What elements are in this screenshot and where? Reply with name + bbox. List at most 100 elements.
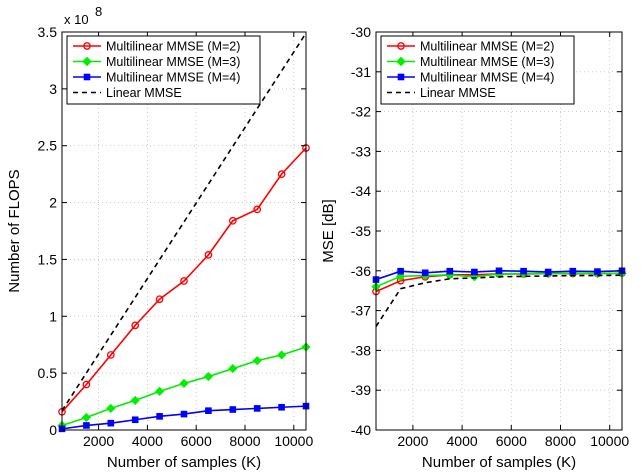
legend-label: Multilinear MMSE (M=3): [420, 55, 554, 69]
y-tick-label: -37: [351, 303, 371, 319]
mse-chart: 2000 4000 6000 8000 10000 -40 -39 -38 -37 -36 -35 -…: [320, 24, 629, 471]
legend-label: Linear MMSE: [420, 86, 496, 100]
data-point: [83, 422, 90, 429]
data-point: [277, 350, 287, 360]
data-point: [544, 268, 552, 276]
legend-label: Multilinear MMSE (M=4): [106, 71, 240, 85]
x-tick-label: 10000: [274, 433, 313, 449]
data-point: [106, 351, 115, 359]
legend-marker: [397, 42, 405, 50]
data-point: [229, 406, 237, 413]
x-tick-label: 2000: [83, 433, 114, 449]
data-point: [107, 419, 115, 427]
legend-label: Multilinear MMSE (M=2): [420, 40, 554, 54]
x-tick-label: 8000: [545, 433, 576, 449]
legend-marker: [82, 56, 92, 67]
x-tick-label: 8000: [229, 433, 260, 449]
data-point: [156, 413, 163, 420]
legend: Multilinear MMSE (M=2)Multilinear MMSE (…: [380, 35, 575, 105]
data-point: [397, 267, 404, 275]
legend-label: Linear MMSE: [106, 86, 182, 100]
y-axis-label: Number of FLOPS: [6, 169, 23, 292]
data-point: [131, 416, 139, 424]
y-tick-label: 2.5: [38, 138, 58, 154]
flops-chart: 2000 4000 6000 8000 10000 0 0.5 1 1.5 2 2.5 3 3.5 Num…: [6, 4, 313, 471]
legend-label: Multilinear MMSE (M=2): [106, 40, 240, 54]
legend-item: Multilinear MMSE (M=2): [73, 40, 240, 54]
y-tick-label: -40: [351, 422, 371, 438]
legend-marker: [397, 73, 405, 81]
data-point: [421, 269, 429, 277]
legend-label: Multilinear MMSE (M=4): [420, 71, 554, 85]
legend-item: Linear MMSE: [73, 86, 182, 100]
data-point: [594, 268, 601, 275]
data-point: [180, 410, 188, 418]
data-point: [131, 321, 140, 330]
y-tick-label: -38: [351, 342, 371, 358]
legend-marker: [396, 56, 406, 67]
x-axis-label: Number of samples (K): [107, 454, 261, 471]
x-tick-label: 2000: [397, 433, 428, 449]
y-tick-label: -31: [351, 64, 371, 80]
y-tick-label: 0: [49, 422, 57, 438]
y-exponent-label: x 10: [64, 12, 89, 27]
y-tick-label: 1.5: [38, 251, 58, 267]
data-point: [205, 407, 212, 414]
legend-box: [380, 35, 575, 105]
series-line: [61, 32, 307, 412]
x-tick-label: 4000: [447, 433, 478, 449]
x-tick-label: 6000: [181, 433, 212, 449]
legend-marker: [83, 42, 91, 50]
legend: Multilinear MMSE (M=2)Multilinear MMSE (…: [66, 35, 261, 105]
y-tick-label: 3: [49, 81, 57, 97]
data-point: [569, 267, 577, 275]
legend-item: Multilinear MMSE (M=4): [73, 71, 240, 85]
y-tick-label: -39: [351, 382, 371, 398]
data-point: [106, 403, 116, 413]
data-point: [253, 205, 262, 214]
data-point: [446, 267, 454, 275]
legend-item: Multilinear MMSE (M=3): [387, 55, 554, 69]
data-point: [155, 386, 165, 396]
data-point: [495, 267, 503, 275]
x-tick-label: 6000: [496, 433, 527, 449]
data-point: [203, 371, 213, 382]
series-linear-mmse: [375, 274, 623, 327]
data-point: [277, 170, 286, 178]
series-line: [61, 147, 307, 413]
data-point: [228, 364, 238, 374]
legend-item: Multilinear MMSE (M=2): [387, 40, 554, 54]
y-tick-label: -32: [351, 104, 371, 120]
data-point: [471, 268, 478, 276]
series-line: [375, 274, 623, 327]
y-exponent-power: 8: [95, 4, 102, 19]
y-tick-label: -30: [351, 24, 371, 40]
y-tick-label: -34: [351, 183, 371, 199]
y-tick-label: -36: [351, 263, 371, 279]
data-point: [204, 251, 213, 259]
data-point: [179, 378, 189, 388]
legend-label: Multilinear MMSE (M=3): [106, 55, 240, 69]
data-point: [82, 380, 91, 389]
data-point: [253, 405, 261, 412]
y-tick-label: 1: [49, 308, 57, 324]
x-axis-label: Number of samples (K): [422, 454, 576, 471]
legend-marker: [83, 73, 91, 81]
legend-item: Multilinear MMSE (M=4): [387, 71, 554, 85]
data-point: [228, 216, 237, 225]
x-tick-label: 10000: [590, 433, 629, 449]
y-tick-label: -33: [351, 143, 371, 159]
legend-box: [66, 35, 261, 105]
series-linear-mmse: [61, 32, 307, 412]
legend-item: Linear MMSE: [387, 86, 496, 100]
data-point: [155, 295, 164, 304]
data-point: [278, 403, 285, 411]
data-point: [520, 267, 527, 275]
data-point: [130, 395, 140, 405]
y-tick-label: 3.5: [38, 24, 58, 40]
legend-item: Multilinear MMSE (M=3): [73, 55, 240, 69]
axes-frame: [61, 31, 307, 431]
data-point: [180, 277, 188, 285]
x-tick-label: 4000: [132, 433, 163, 449]
